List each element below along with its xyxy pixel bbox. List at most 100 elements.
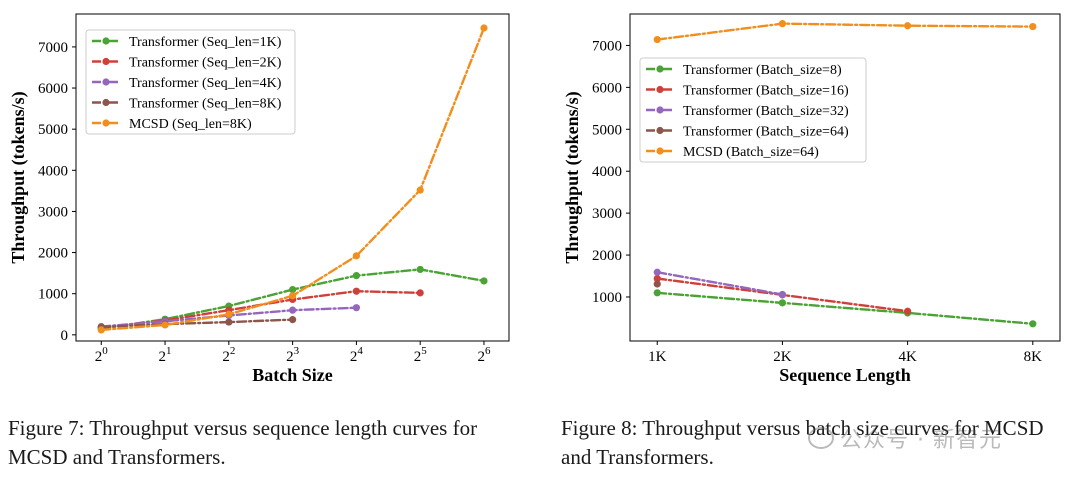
legend-box [639,57,867,163]
x-tick-exponent: 1 [166,345,172,357]
data-point [289,306,297,314]
legend-swatch-marker [102,37,110,45]
legend-box [85,29,296,135]
data-point [1029,22,1037,31]
x-axis-label: Sequence Length [779,365,911,385]
legend-swatch-marker [102,119,110,127]
data-point [416,289,424,297]
y-tick-label: 4000 [38,163,68,179]
x-tick-exponent: 5 [421,345,427,357]
legend-entry: Transformer (Batch_size=32) [683,104,849,119]
legend: Transformer (Batch_size=8) Transformer (B… [639,57,867,163]
x-tick-exponent: 2 [230,345,236,357]
x-tick-label: 2K [773,349,792,365]
x-tick-base: 2 [95,349,103,365]
x-tick-base: 2 [477,349,485,365]
series-line [100,318,294,329]
x-tick-exponent: 4 [357,345,363,357]
legend-entry: Transformer (Batch_size=64) [683,125,849,140]
x-tick-label: 26 [477,345,491,365]
legend-entry: MCSD (Batch_size=64) [683,145,819,160]
x-tick-label: 20 [95,345,109,365]
legend-swatch-marker [102,98,110,107]
legend-swatch-marker [656,106,664,114]
x-tick-base: 2 [286,349,294,365]
x-axis-label: Batch Size [252,365,333,385]
data-point [97,326,105,334]
figure-8-caption: Figure 8: Throughput versus batch size c… [561,416,1044,469]
x-tick-base: 2 [222,349,230,365]
wechat-icon [808,427,834,449]
legend-entry: Transformer (Seq_len=2K) [129,56,282,71]
x-tick-label: 22 [222,345,235,365]
x-tick-label: 25 [414,345,428,365]
x-tick-base: 2 [350,349,358,365]
data-point [653,268,661,276]
x-tick-label: 24 [350,345,364,365]
data-point [1029,320,1037,328]
legend-entry: Transformer (Batch_size=8) [683,63,842,78]
y-tick-label: 1000 [38,287,68,303]
legend-swatch-marker [102,78,110,86]
legend-entry: Transformer (Seq_len=4K) [129,76,282,91]
data-point [904,307,912,315]
data-point [480,277,488,285]
data-point [653,274,661,283]
chart-2: 1000 2000 3000 4000 5000 6000 7000 1K 2K 4K 8K Sequ… [562,13,1061,385]
y-axis-label: Throughput (tokens/s) [8,91,29,263]
y-tick-label: 1000 [592,290,622,306]
x-tick-base: 2 [159,349,167,365]
y-tick-label: 3000 [592,206,622,222]
y-tick-label: 7000 [38,40,68,56]
y-axis-label: Throughput (tokens/s) [562,91,583,263]
x-tick-base: 2 [414,349,422,365]
x-tick-exponent: 0 [102,345,108,357]
series-line [656,291,1035,325]
y-tick-label: 7000 [592,38,622,54]
data-point [352,252,361,260]
data-point [161,321,169,329]
x-tick-exponent: 6 [485,345,491,357]
data-point [778,290,787,299]
data-point [289,316,297,324]
data-point [653,35,661,44]
data-point [416,186,424,194]
y-tick-label: 3000 [38,204,68,220]
data-point [225,318,233,326]
data-point [480,24,488,32]
legend-swatch-marker [656,65,664,73]
data-point [352,304,361,312]
data-point [225,310,233,318]
watermark-text: 公众号 · 新智元 [840,428,1002,453]
series-line [656,271,784,296]
data-point [653,280,661,288]
legend-swatch-marker [102,57,110,66]
legend-entry: MCSD (Seq_len=8K) [129,117,252,132]
legend-swatch-marker [656,126,664,135]
y-tick-label: 6000 [592,80,622,96]
data-point [653,289,661,297]
legend-entry: Transformer (Seq_len=1K) [129,35,282,50]
series-line [656,22,1035,41]
data-point [352,272,361,280]
legend: Transformer (Seq_len=1K) Transformer (Seq… [85,29,296,135]
data-point [416,265,424,274]
x-tick-label: 8K [1024,349,1043,365]
x-tick-label: 23 [286,345,300,365]
data-point [289,292,297,300]
y-tick-label: 2000 [592,248,622,264]
data-point [289,285,297,294]
x-tick-label: 21 [159,345,172,365]
legend-entry: Transformer (Seq_len=8K) [129,97,282,112]
watermark: 公众号 · 新智元 [808,422,1002,454]
legend-swatch-marker [656,85,664,94]
data-point [904,22,912,30]
figure-7-caption: Figure 7: Throughput versus sequence len… [8,416,478,469]
x-tick-label: 4K [898,349,917,365]
legend-swatch-marker [656,147,664,155]
data-point [778,299,787,307]
x-tick-exponent: 3 [294,345,300,357]
data-point [352,287,361,295]
